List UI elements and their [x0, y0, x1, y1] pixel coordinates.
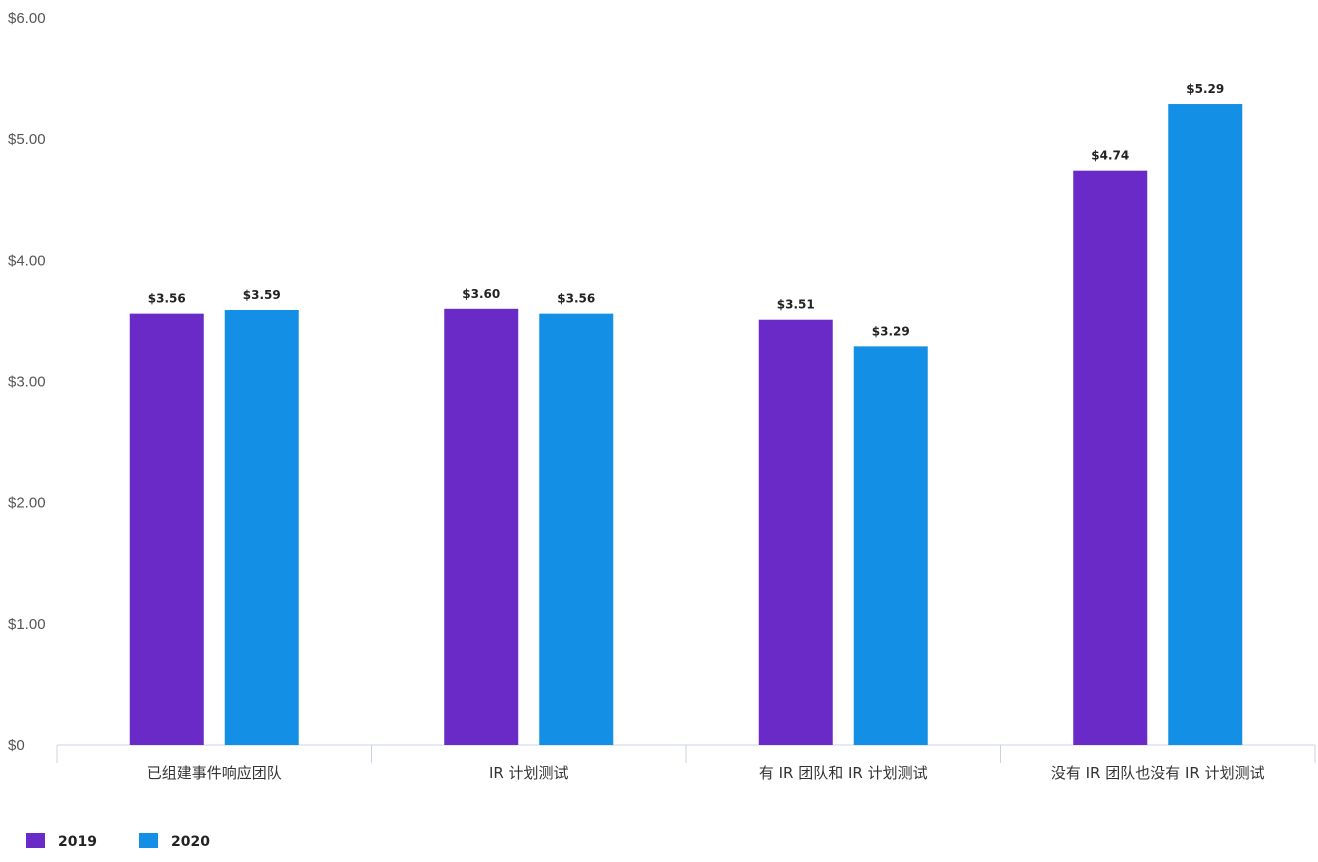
legend: 2019 2020: [26, 833, 210, 850]
data-label: $3.51: [777, 298, 815, 312]
y-tick-label: $0: [8, 737, 25, 754]
x-tick-label: 已组建事件响应团队: [147, 764, 282, 782]
bars: [129, 104, 1243, 746]
bar-2020: [1168, 104, 1243, 746]
data-label: $3.59: [243, 288, 281, 302]
x-tick-label: 有 IR 团队和 IR 计划测试: [759, 764, 928, 782]
y-tick-label: $1.00: [8, 616, 46, 633]
y-tick-label: $2.00: [8, 495, 46, 512]
bar-2019: [1073, 170, 1148, 746]
bar-2019: [444, 308, 519, 745]
data-label: $3.60: [462, 287, 500, 301]
x-axis: 已组建事件响应团队 IR 计划测试 有 IR 团队和 IR 计划测试 没有 IR 团队…: [56, 744, 1316, 782]
data-labels: $3.56 $3.59 $3.60 $3.56 $3.51 $3.29 $4.74 $5.29: [148, 82, 1224, 338]
bar-2019: [758, 319, 833, 745]
y-axis: $0 $1.00 $2.00 $3.00 $4.00 $5.00 $6.00: [8, 10, 46, 754]
legend-label-2020: 2020: [171, 834, 210, 850]
y-tick-label: $4.00: [8, 252, 46, 269]
data-label: $3.56: [148, 292, 186, 306]
bar-2020: [539, 313, 614, 745]
y-tick-label: $6.00: [8, 10, 46, 27]
legend-label-2019: 2019: [58, 834, 97, 850]
data-label: $5.29: [1186, 82, 1224, 96]
y-tick-label: $5.00: [8, 131, 46, 148]
x-tick-label: IR 计划测试: [489, 764, 569, 782]
y-tick-label: $3.00: [8, 374, 46, 391]
data-label: $3.56: [557, 292, 595, 306]
bar-2020: [224, 310, 299, 745]
legend-swatch-2020: [139, 833, 158, 848]
data-label: $3.29: [872, 324, 910, 338]
data-label: $4.74: [1091, 149, 1129, 163]
bar-2020: [853, 346, 928, 745]
x-tick-label: 没有 IR 团队也没有 IR 计划测试: [1051, 764, 1265, 782]
bar-2019: [129, 313, 204, 745]
legend-swatch-2019: [26, 833, 45, 848]
